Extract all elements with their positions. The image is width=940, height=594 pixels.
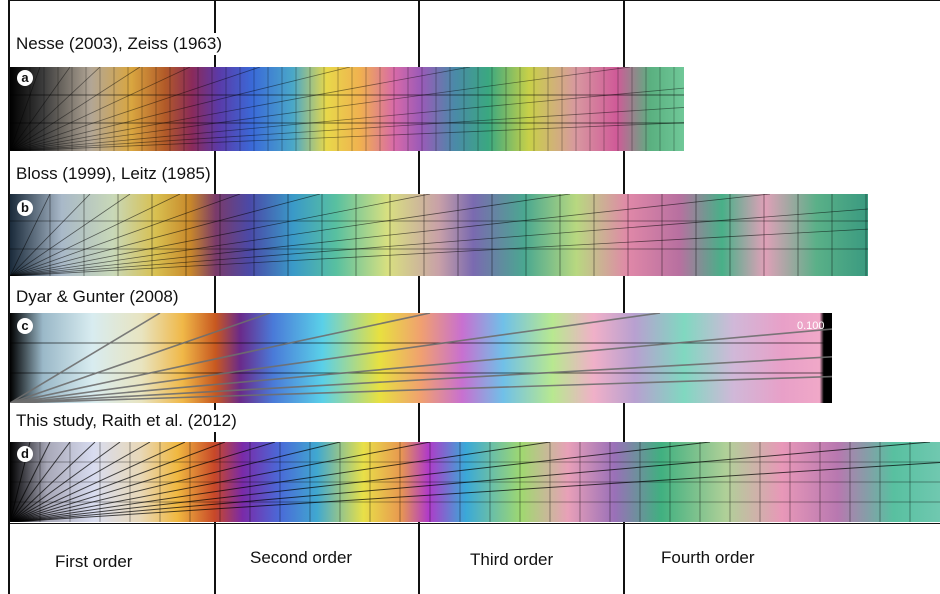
birefringence-line	[10, 442, 151, 522]
birefringence-line	[10, 375, 832, 403]
birefringence-line	[10, 194, 91, 276]
birefringence-line	[10, 442, 431, 522]
value-label-c: 0.100	[797, 320, 825, 332]
order-label-third: Third order	[470, 550, 554, 569]
birefringence-line	[10, 442, 711, 522]
source-label-a: Nesse (2003), Zeiss (1963)	[13, 33, 225, 55]
birefringence-line	[10, 122, 684, 151]
birefringence-line	[10, 194, 181, 276]
chart-strip-b	[10, 194, 868, 276]
birefringence-line	[10, 194, 321, 276]
birefringence-line	[10, 67, 471, 151]
source-label-b: Bloss (1999), Leitz (1985)	[13, 163, 214, 185]
strip-b-svg	[10, 194, 868, 276]
panel-badge-d: d	[17, 446, 33, 462]
birefringence-line	[10, 442, 96, 522]
birefringence-line	[10, 194, 431, 276]
birefringence-line	[10, 67, 191, 151]
birefringence-line	[10, 107, 684, 151]
birefringence-line	[10, 194, 771, 276]
birefringence-line	[10, 228, 868, 276]
birefringence-line	[10, 442, 276, 522]
birefringence-line	[10, 67, 71, 151]
birefringence-line	[10, 442, 121, 522]
birefringence-line	[10, 313, 271, 403]
panel-badge-b: b	[17, 200, 33, 216]
birefringence-line	[10, 313, 661, 403]
strip-a-svg	[10, 67, 684, 151]
birefringence-line	[10, 67, 41, 151]
birefringence-line	[10, 442, 931, 522]
birefringence-line	[10, 67, 631, 151]
left-border	[8, 0, 10, 594]
birefringence-line	[10, 67, 141, 151]
birefringence-line	[10, 87, 684, 151]
grid-lines-d	[10, 442, 940, 522]
birefringence-line	[10, 442, 341, 522]
birefringence-line	[10, 313, 431, 403]
birefringence-line	[10, 194, 131, 276]
order-divider-1	[214, 0, 216, 594]
birefringence-line	[10, 194, 571, 276]
strip-d-svg	[10, 442, 940, 522]
birefringence-line	[10, 194, 51, 276]
panel-badge-c: c	[17, 318, 33, 334]
birefringence-line	[10, 442, 71, 522]
birefringence-line	[10, 67, 101, 151]
chart-strip-a	[10, 67, 684, 151]
order-label-second: Second order	[250, 548, 353, 567]
birefringence-line	[10, 328, 832, 403]
top-border	[8, 0, 940, 1]
source-label-d: This study, Raith et al. (2012)	[13, 410, 240, 432]
grid-lines-b	[10, 194, 868, 276]
birefringence-line	[10, 442, 186, 522]
grid-lines-a	[10, 67, 684, 151]
source-label-c: Dyar & Gunter (2008)	[13, 286, 182, 308]
grid-lines-c	[10, 313, 832, 403]
order-label-fourth: Fourth order	[661, 548, 755, 567]
order-divider-2	[418, 0, 420, 594]
birefringence-line	[10, 442, 51, 522]
order-label-first: First order	[55, 552, 133, 571]
order-divider-3	[623, 0, 625, 594]
birefringence-line	[10, 442, 226, 522]
strip-c-svg	[10, 313, 832, 403]
birefringence-line	[10, 461, 940, 522]
birefringence-line	[10, 194, 241, 276]
chart-strip-c	[10, 313, 832, 403]
birefringence-line	[10, 442, 551, 522]
birefringence-line	[10, 313, 161, 403]
birefringence-line	[10, 67, 261, 151]
birefringence-line	[10, 355, 832, 403]
chart-strip-d	[10, 442, 940, 522]
panel-badge-a: a	[17, 70, 33, 86]
birefringence-line	[10, 67, 351, 151]
birefringence-line	[10, 208, 868, 276]
bottom-divider	[8, 523, 940, 524]
